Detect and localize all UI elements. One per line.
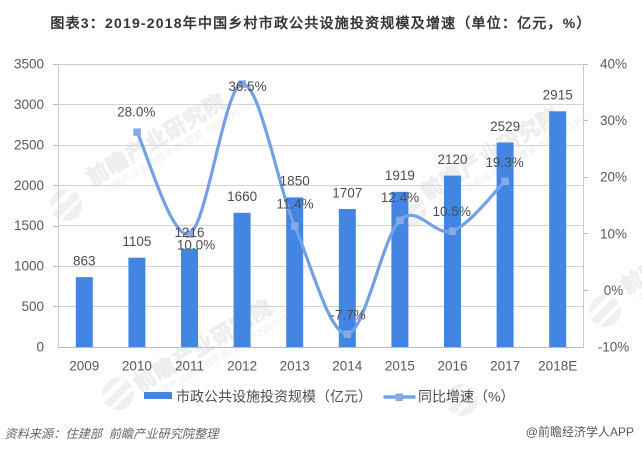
svg-text:2013: 2013	[280, 359, 310, 374]
svg-text:2009: 2009	[69, 359, 99, 374]
svg-text:0: 0	[36, 340, 44, 355]
svg-text:2915: 2915	[543, 88, 573, 103]
svg-text:2016: 2016	[437, 359, 467, 374]
svg-text:30%: 30%	[600, 113, 627, 128]
svg-text:36.5%: 36.5%	[228, 79, 266, 94]
svg-text:19.3%: 19.3%	[485, 155, 523, 170]
svg-text:10%: 10%	[600, 226, 627, 241]
svg-text:1707: 1707	[332, 185, 362, 200]
svg-text:20%: 20%	[600, 170, 627, 185]
svg-text:1216: 1216	[174, 225, 204, 240]
svg-text:市政公共设施投资规模（亿元）: 市政公共设施投资规模（亿元）	[176, 389, 372, 405]
svg-text:1660: 1660	[227, 189, 257, 204]
svg-text:-7.7%: -7.7%	[330, 307, 365, 322]
svg-text:3000: 3000	[14, 97, 44, 112]
svg-text:2015: 2015	[385, 359, 415, 374]
svg-text:2011: 2011	[175, 359, 204, 374]
svg-text:2529: 2529	[490, 119, 520, 134]
svg-text:10.0%: 10.0%	[177, 237, 215, 252]
svg-text:2017: 2017	[490, 359, 520, 374]
svg-text:1919: 1919	[385, 168, 415, 183]
svg-text:2120: 2120	[437, 152, 467, 167]
svg-text:1850: 1850	[280, 174, 310, 189]
svg-text:2014: 2014	[332, 359, 363, 374]
svg-text:1000: 1000	[14, 259, 44, 274]
svg-text:12.4%: 12.4%	[381, 190, 419, 205]
svg-text:2018E: 2018E	[538, 359, 577, 374]
svg-text:2012: 2012	[227, 359, 257, 374]
svg-text:40%: 40%	[600, 57, 627, 72]
svg-text:1500: 1500	[14, 218, 44, 233]
svg-text:10.5%: 10.5%	[433, 204, 471, 219]
svg-text:11.4%: 11.4%	[276, 197, 313, 212]
svg-text:同比增速（%）: 同比增速（%）	[418, 389, 514, 405]
svg-text:-10%: -10%	[598, 340, 630, 355]
svg-text:500: 500	[21, 299, 44, 314]
svg-text:1105: 1105	[122, 234, 151, 249]
svg-text:0%: 0%	[604, 283, 624, 298]
svg-text:3500: 3500	[14, 57, 44, 72]
svg-text:2000: 2000	[14, 178, 44, 193]
svg-text:28.0%: 28.0%	[117, 105, 155, 120]
svg-text:863: 863	[73, 254, 96, 269]
svg-text:2500: 2500	[14, 137, 44, 152]
svg-text:2010: 2010	[122, 359, 152, 374]
